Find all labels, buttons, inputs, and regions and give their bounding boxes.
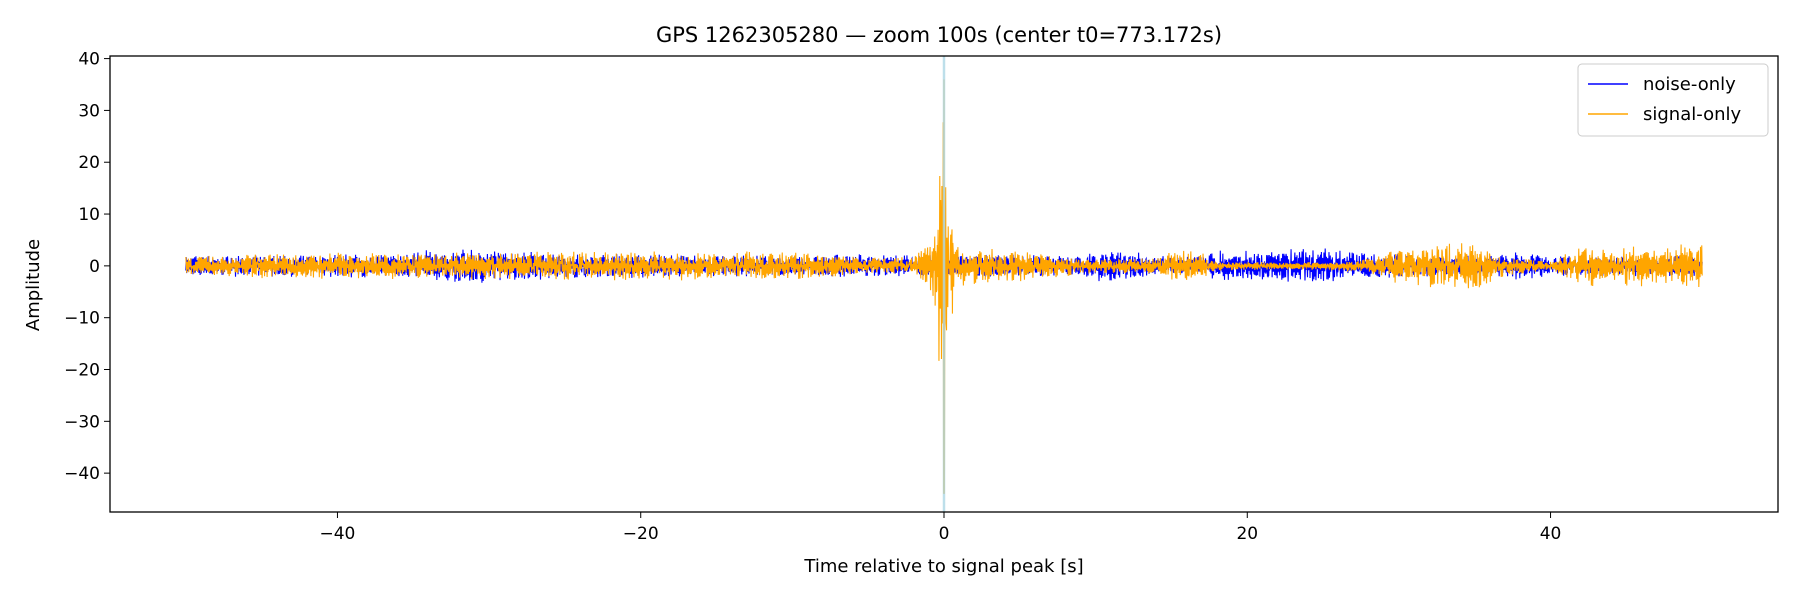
y-tick-label: −40 [64, 464, 100, 484]
x-tick-label: 20 [1236, 524, 1258, 544]
y-tick-label: 10 [78, 205, 100, 225]
y-tick-label: 0 [89, 257, 100, 277]
y-axis-label: Amplitude [23, 239, 44, 331]
chart-title: GPS 1262305280 — zoom 100s (center t0=77… [656, 23, 1222, 47]
y-tick-label: 20 [78, 153, 100, 173]
x-axis-label: Time relative to signal peak [s] [803, 556, 1083, 577]
plot-area [185, 56, 1703, 512]
x-tick-label: −20 [623, 524, 659, 544]
legend-frame [1577, 63, 1769, 137]
y-axis: 40 30 20 10 0 −10 −20 −30 −40 [64, 50, 110, 484]
y-tick-label: 30 [78, 101, 100, 121]
x-tick-label: 40 [1540, 524, 1562, 544]
legend-label-noise-only: noise-only [1643, 74, 1736, 95]
y-tick-label: 40 [78, 50, 100, 70]
y-tick-label: −20 [64, 361, 100, 381]
legend: noise-only signal-only [1577, 63, 1769, 137]
y-tick-label: −30 [64, 412, 100, 432]
x-axis: −40 −20 0 20 40 [320, 512, 1562, 544]
x-tick-label: 0 [939, 524, 950, 544]
legend-label-signal-only: signal-only [1643, 104, 1741, 125]
x-tick-label: −40 [320, 524, 356, 544]
y-tick-label: −10 [64, 309, 100, 329]
